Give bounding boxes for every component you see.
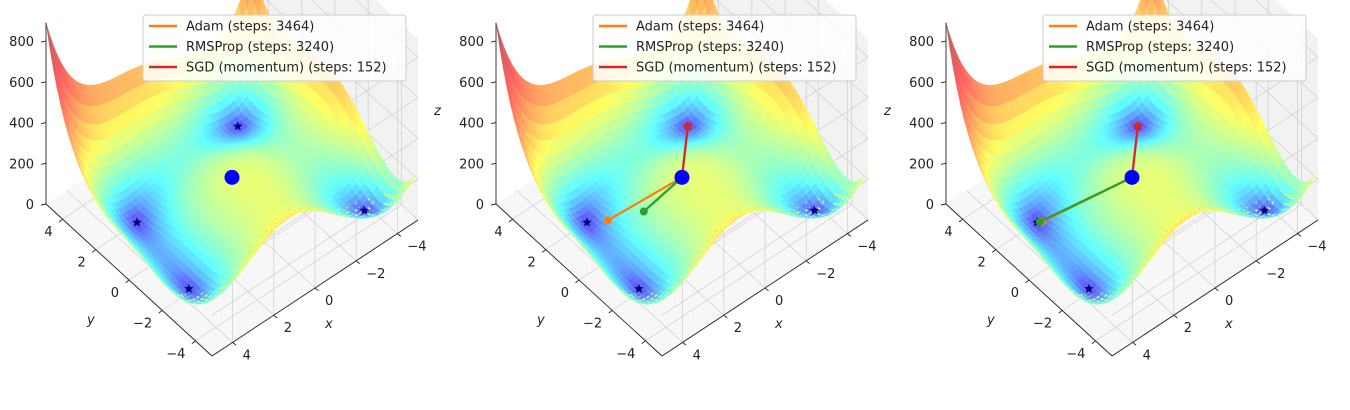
start-point [224,169,240,185]
x-tick [682,342,687,346]
legend-label: Adam (steps: 3464) [186,20,314,35]
trajectory-end-point [639,207,648,216]
legend-label: SGD (momentum) (steps: 152) [186,61,387,76]
x-tick [764,287,769,292]
minimum-star [233,121,243,131]
x-tick-label: −2 [816,267,835,282]
grid-line [645,204,852,342]
surface-patch [252,0,257,7]
y-tick-label: 0 [561,286,569,301]
z-tick [40,203,47,206]
z-tick [490,40,497,43]
minimum-star [184,283,194,293]
y-tick-label: −2 [133,316,152,331]
trajectory-end-point [603,216,612,225]
z-tick [490,122,497,124]
x-tick-label: −4 [407,240,426,255]
y-tick [92,249,97,253]
legend-label: RMSProp (steps: 3240) [186,40,334,55]
y-tick-label: 2 [528,256,536,271]
y-tick [158,310,163,314]
surface [45,0,419,305]
y-tick [508,218,513,223]
y-tick-label: 0 [111,286,119,301]
z-tick-label: 800 [9,35,34,50]
z-tick-label: 800 [459,35,484,50]
minimum-star [359,205,370,215]
x-tick-label: 4 [693,348,701,363]
y-axis-label: y [536,313,545,328]
y-tick-label: 4 [494,225,502,240]
x-tick [397,233,402,237]
x-tick [273,314,278,319]
y-tick [608,310,613,314]
y-tick [191,340,196,344]
z-tick [40,40,47,43]
z-tick-label: 200 [459,157,484,172]
grid-line [195,204,402,342]
legend-label: RMSProp (steps: 3240) [636,40,784,55]
start-point [674,169,690,185]
z-tick [490,81,497,84]
z-tick-label: 400 [9,117,34,132]
y-tick-label: −4 [616,347,635,362]
x-tick [232,342,237,346]
z-tick-label: 400 [459,117,484,132]
surface-patch [45,22,55,61]
y-axis-label: y [86,313,95,328]
y-tick-label: −2 [583,316,602,331]
z-tick [490,162,497,165]
z-tick [40,162,47,165]
surface-patch [244,0,250,9]
x-tick [805,260,810,264]
x-tick [314,287,319,292]
x-tick-label: 0 [325,294,333,309]
x-tick-label: 2 [734,321,742,336]
z-tick-label: 600 [9,76,34,91]
x-tick-label: 0 [775,294,783,309]
z-tick [40,81,47,84]
x-axis-label: x [324,317,333,332]
z-tick [490,203,497,206]
surface-patch [495,22,505,61]
x-tick-label: 2 [284,321,292,336]
y-tick-label: −4 [166,347,185,362]
y-tick [125,279,130,284]
legend-label: Adam (steps: 3464) [636,20,764,35]
x-tick-label: 4 [243,348,251,363]
x-tick [355,260,360,264]
legend-label: SGD (momentum) (steps: 152) [636,61,837,76]
minimum-star [132,217,142,227]
y-tick [575,279,580,284]
y-tick [542,249,547,253]
x-tick [847,233,852,237]
y-tick-label: 4 [44,225,52,240]
z-tick-label: 0 [26,198,34,213]
x-tick-label: −4 [857,240,876,255]
z-tick-label: 600 [459,76,484,91]
legend-box [142,14,407,82]
x-tick [723,314,728,319]
z-tick [40,122,47,124]
z-axis-label: z [433,104,442,119]
x-axis-label: x [774,317,783,332]
y-tick [641,340,646,344]
trajectory-end-point [683,122,692,131]
x-tick-label: −2 [366,267,385,282]
y-tick-label: 2 [78,256,86,271]
z-tick-label: 200 [9,157,34,172]
z-tick-label: 0 [476,198,484,213]
y-tick [58,218,63,223]
